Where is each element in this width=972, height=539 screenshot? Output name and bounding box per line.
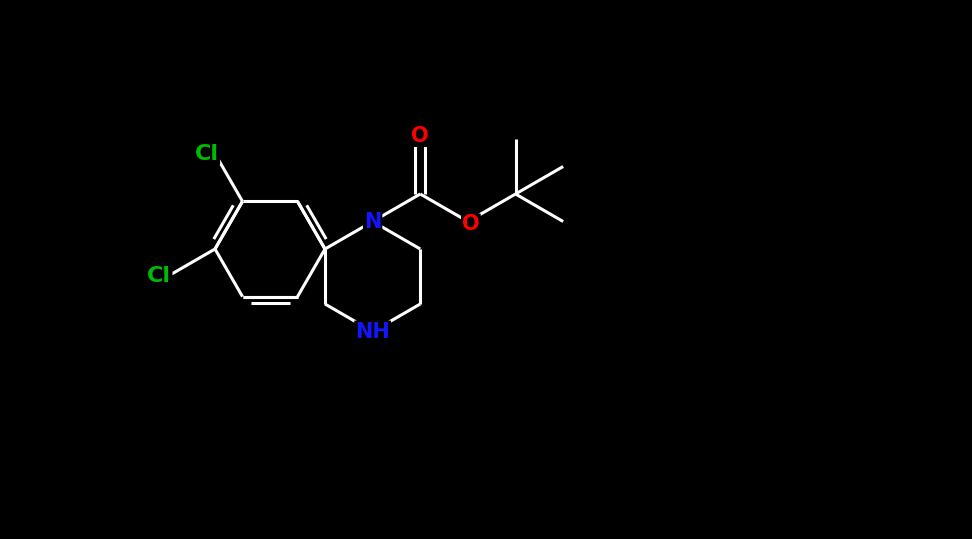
Text: Cl: Cl	[148, 266, 171, 287]
Text: NH: NH	[355, 321, 390, 342]
Text: O: O	[462, 215, 480, 234]
Text: N: N	[364, 211, 381, 231]
Text: O: O	[411, 126, 429, 146]
Text: Cl: Cl	[195, 144, 219, 164]
